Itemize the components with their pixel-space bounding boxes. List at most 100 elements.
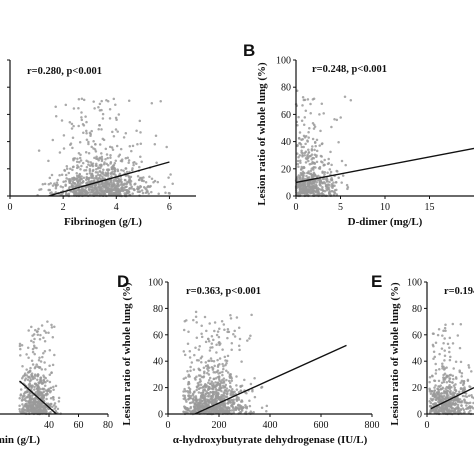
y-tick-label: 40 [412,357,422,368]
data-point [195,399,198,402]
data-point [467,394,471,397]
data-point [445,404,448,407]
data-point [434,384,437,387]
data-point [437,400,440,403]
data-point [240,400,244,403]
data-point [443,337,446,340]
data-point [213,391,217,395]
data-point [95,190,99,193]
data-point [303,154,306,157]
data-point [53,353,56,357]
data-point [229,401,233,404]
data-point [106,172,109,176]
data-point [222,364,225,368]
data-point [210,397,213,400]
data-point [80,192,84,196]
data-point [148,175,151,178]
data-point [54,384,58,388]
data-point [36,402,40,405]
data-point [205,329,208,333]
data-point [52,398,55,401]
data-point [456,410,460,413]
data-point [71,186,74,189]
data-point [32,333,36,336]
data-point [26,378,30,382]
data-point [29,379,33,382]
data-point [232,332,235,336]
correlation-label: r=0.194 [444,286,474,297]
data-point [188,387,192,391]
x-axis-title: α-hydroxybutyrate dehydrogenase (IU/L) [173,434,368,446]
data-point [33,410,36,414]
data-point [245,407,249,410]
data-point [203,315,207,319]
data-point [237,326,241,329]
data-point [101,190,104,194]
data-point [41,395,45,398]
data-point [328,192,331,196]
y-tick-label: 0 [158,410,163,421]
data-point [127,190,130,193]
data-point [193,353,196,357]
y-tick-label: 60 [412,330,422,341]
data-point [41,387,44,391]
data-point [75,191,78,195]
data-point [438,408,441,411]
data-point [302,134,306,138]
data-point [439,387,442,391]
data-point [321,142,324,145]
data-point [265,404,269,408]
data-point [21,396,24,399]
data-point [197,384,200,387]
data-point [343,95,347,99]
data-point [319,129,322,133]
data-point [28,396,32,399]
data-point [65,167,69,170]
data-point [98,123,101,127]
data-point [94,171,98,174]
data-point [231,402,235,406]
x-tick-label: 200 [212,420,227,431]
data-point [459,400,462,404]
data-point [93,107,96,110]
data-point [448,374,451,377]
data-point [34,391,37,394]
data-point [100,152,103,155]
data-point [35,363,38,366]
data-point [222,391,226,394]
data-point [92,179,96,183]
data-point [110,178,113,182]
data-point [83,169,86,172]
data-point [68,180,71,183]
data-point [123,178,127,182]
data-point [85,138,89,141]
data-point [311,176,314,179]
data-point [304,142,307,146]
data-point [329,170,333,174]
panel-e: 00 20 40 60 80 100 Lesion ratio of whole lung … [371,272,474,431]
data-point [20,343,24,347]
data-point [436,387,439,390]
data-point [311,160,314,164]
data-point [440,347,444,350]
data-point [85,165,89,169]
data-point [46,379,49,382]
data-point [47,159,50,163]
data-point [112,172,115,176]
data-point [218,405,222,409]
data-point [18,404,21,407]
data-point [312,97,316,101]
data-point [71,176,74,180]
data-point [459,360,463,364]
panel-letter: D [117,272,129,291]
data-point [101,185,104,188]
data-point [144,187,147,190]
data-point [211,366,215,370]
data-point [142,179,145,183]
data-point [317,167,321,170]
data-point [452,384,456,387]
data-point [197,398,201,401]
data-point [221,378,224,382]
data-point [140,160,143,164]
data-point [461,389,465,393]
